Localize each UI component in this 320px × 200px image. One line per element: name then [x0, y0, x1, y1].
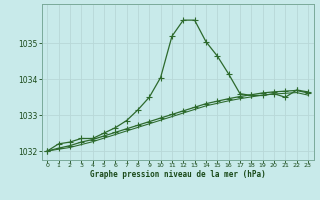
X-axis label: Graphe pression niveau de la mer (hPa): Graphe pression niveau de la mer (hPa) — [90, 170, 266, 179]
